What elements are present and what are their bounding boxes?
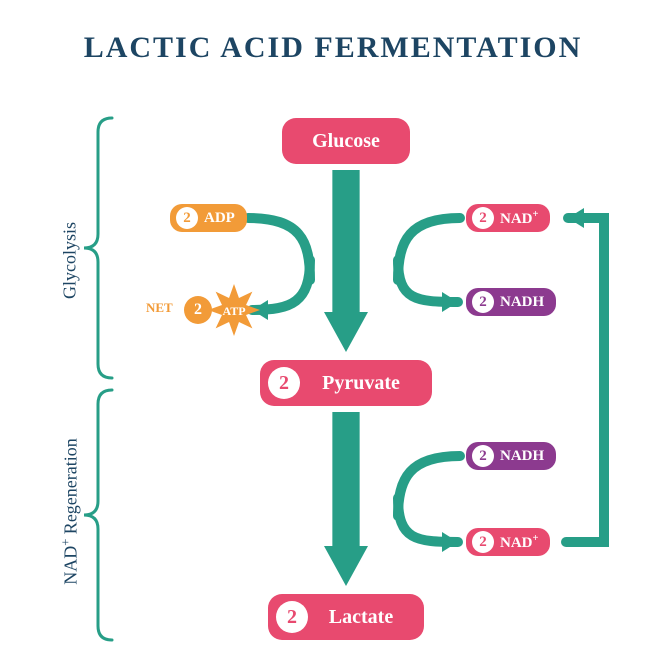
pill-nadp2-count: 2 — [472, 531, 494, 553]
pill-nadh2: 2 NADH — [466, 442, 556, 470]
pill-nadh1: 2 NADH — [466, 288, 556, 316]
pill-nadp1-label: NAD+ — [500, 209, 538, 228]
pill-adp-count: 2 — [176, 207, 198, 229]
node-lactate-label: Lactate — [298, 606, 424, 629]
pill-adp-label: ADP — [204, 210, 235, 227]
pill-nadh1-count: 2 — [472, 291, 494, 313]
pill-nadp1-count: 2 — [472, 207, 494, 229]
node-pyruvate: 2Pyruvate — [260, 360, 432, 406]
diagram-svg: ATP — [0, 0, 666, 666]
net-label: NET — [146, 300, 173, 316]
node-glucose: Glucose — [282, 118, 410, 164]
diagram-title: LACTIC ACID FERMENTATION — [0, 31, 666, 65]
pill-nadh2-label: NADH — [500, 448, 544, 465]
node-glucose-label: Glucose — [282, 130, 410, 153]
pill-nadh2-count: 2 — [472, 445, 494, 467]
pill-adp: 2 ADP — [170, 204, 247, 232]
node-pyruvate-label: Pyruvate — [290, 372, 432, 395]
section-label-glycolysis: Glycolysis — [60, 181, 81, 341]
pill-nadp2: 2 NAD+ — [466, 528, 550, 556]
atp-count-circle: 2 — [184, 296, 212, 324]
svg-text:ATP: ATP — [222, 304, 245, 318]
node-lactate: 2Lactate — [268, 594, 424, 640]
section-label-nad-regen: NAD+ Regeneration — [59, 432, 82, 592]
pill-nadp1: 2 NAD+ — [466, 204, 550, 232]
pill-nadh1-label: NADH — [500, 294, 544, 311]
pill-nadp2-label: NAD+ — [500, 533, 538, 552]
